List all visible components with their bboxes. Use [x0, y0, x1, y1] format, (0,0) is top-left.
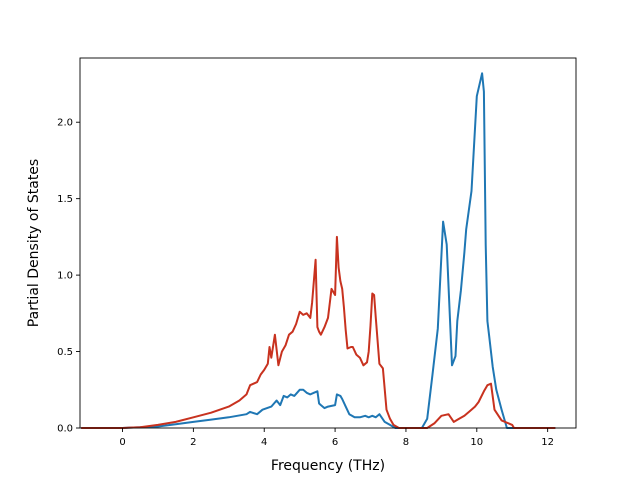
series-layer: [80, 72, 556, 429]
y-tick-label: 0.5: [57, 347, 73, 358]
y-tick-label: 2.0: [57, 118, 73, 129]
x-tick-label: 6: [332, 437, 338, 448]
x-tick-label: 10: [470, 437, 483, 448]
y-axis-label: Partial Density of States: [26, 159, 42, 327]
y-tick-label: 0.0: [57, 424, 73, 435]
series-line-2: [80, 235, 556, 429]
x-axis-label: Frequency (THz): [271, 458, 385, 474]
x-tick-label: 2: [190, 437, 196, 448]
plot-frame: [79, 57, 577, 429]
x-tick-label: 4: [261, 437, 267, 448]
y-axis: 0.0 0.5 1.0 1.5 2.0: [57, 118, 80, 435]
x-tick-label: 8: [403, 437, 409, 448]
x-tick-label: 0: [119, 437, 125, 448]
y-tick-label: 1.5: [57, 194, 73, 205]
x-tick-label: 12: [541, 437, 554, 448]
series-line-1: [80, 72, 556, 429]
x-axis: 0 2 4 6 8 10 12: [119, 428, 554, 448]
y-tick-label: 1.0: [57, 271, 73, 282]
